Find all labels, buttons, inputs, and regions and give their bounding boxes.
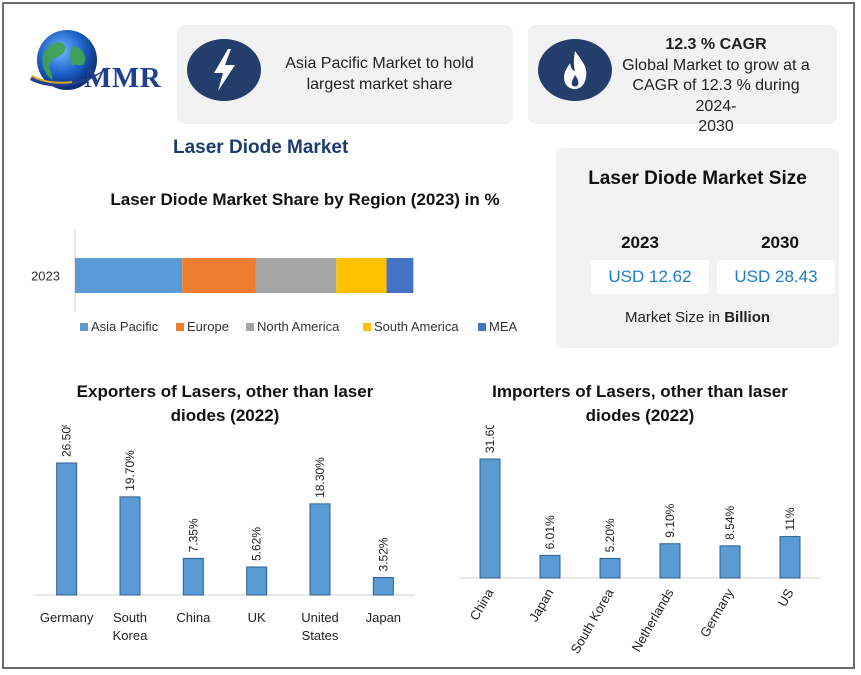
stacked-segment-north-america xyxy=(255,258,337,293)
bar xyxy=(779,536,801,579)
data-label: 26.50% xyxy=(60,425,74,457)
market-size-note: Market Size in Billion xyxy=(556,309,839,326)
category-label: UK xyxy=(248,610,266,625)
card-line: CAGR of 12.3 % during 2024- xyxy=(632,77,800,115)
category-label: Japan xyxy=(526,586,557,624)
category-label: Germany xyxy=(697,586,737,640)
data-label: 19.70% xyxy=(123,450,137,491)
importers-chart-title: Importers of Lasers, other than laser di… xyxy=(445,380,835,428)
market-size-panel: Laser Diode Market Size 2023 2030 USD 12… xyxy=(556,148,839,348)
data-label: 3.52% xyxy=(376,537,390,571)
bar xyxy=(182,557,204,596)
category-label: United States xyxy=(301,610,339,643)
data-label: 9.10% xyxy=(663,503,677,537)
globe-icon xyxy=(30,30,112,90)
bar xyxy=(659,543,681,579)
stacked-segment-south-america xyxy=(336,258,387,293)
data-label: 5.62% xyxy=(250,527,264,561)
card-line: largest market share xyxy=(306,76,453,93)
region-share-chart: 2023 Asia Pacific Europe North America South… xyxy=(31,230,518,334)
importers-title-line: diodes (2022) xyxy=(585,406,695,425)
data-label: 18.30% xyxy=(313,457,327,498)
stacked-segment-asia-pacific xyxy=(75,258,183,293)
market-size-note-prefix: Market Size in xyxy=(624,309,725,326)
category-label: Japan xyxy=(366,610,401,625)
legend-swatch xyxy=(176,323,184,331)
cagr-heading: 12.3 % CAGR xyxy=(665,36,767,53)
cagr-text: 12.3 % CAGR Global Market to grow at a C… xyxy=(610,35,822,138)
data-label: 5.20% xyxy=(603,518,617,552)
card-line: Asia Pacific Market to hold xyxy=(285,55,474,72)
category-label: Netherlands xyxy=(629,586,677,655)
importers-title-line: Importers of Lasers, other than laser xyxy=(492,382,788,401)
year-2023-label: 2023 xyxy=(621,233,659,252)
category-label: 2023 xyxy=(31,269,60,284)
bar xyxy=(246,566,268,596)
asia-pacific-text: Asia Pacific Market to hold largest mark… xyxy=(272,53,487,95)
exporters-title-line: Exporters of Lasers, other than laser xyxy=(76,382,374,401)
brand-logo: MMR xyxy=(22,22,172,112)
importers-chart: 31.60% China 6.01% Japan 5.20% South Korea 9.1… xyxy=(460,425,820,656)
category-label-line: Japan xyxy=(366,610,401,625)
fire-icon xyxy=(538,39,612,101)
legend-swatch xyxy=(80,323,88,331)
legend-label: Europe xyxy=(187,319,229,334)
bar xyxy=(479,458,501,579)
category-label-line: Germany xyxy=(40,610,94,625)
data-label: 31.60% xyxy=(483,425,497,453)
category-label-line: States xyxy=(302,628,339,643)
bar xyxy=(309,503,331,596)
category-label-line: UK xyxy=(248,610,266,625)
bar xyxy=(719,545,741,579)
region-share-chart-title: Laser Diode Market Share by Region (2023… xyxy=(110,190,500,209)
page-title: Laser Diode Market xyxy=(173,137,349,158)
bar xyxy=(56,462,78,596)
market-size-2030-value: USD 28.43 xyxy=(717,260,835,294)
category-label-line: Korea xyxy=(113,628,148,643)
asia-pacific-card: Asia Pacific Market to hold largest mark… xyxy=(177,25,513,124)
card-line: Global Market to grow at a xyxy=(622,56,810,74)
legend-label: South America xyxy=(374,319,459,334)
category-label: China xyxy=(467,585,497,623)
legend-swatch xyxy=(246,323,254,331)
category-label-line: China xyxy=(176,610,211,625)
cagr-card: 12.3 % CAGR Global Market to grow at a C… xyxy=(528,25,837,135)
data-label: 7.35% xyxy=(186,518,200,552)
legend-swatch xyxy=(478,323,486,331)
category-label-line: South xyxy=(113,610,147,625)
lightning-icon xyxy=(187,39,261,101)
legend-label: Asia Pacific xyxy=(91,319,159,334)
data-label: 11% xyxy=(783,507,797,530)
legend-label: North America xyxy=(257,319,340,334)
category-label: South Korea xyxy=(567,585,617,656)
stacked-segment-mea xyxy=(386,258,414,293)
legend-swatch xyxy=(363,323,371,331)
market-size-2023-value: USD 12.62 xyxy=(591,260,709,294)
exporters-title-line: diodes (2022) xyxy=(170,406,280,425)
brand-name: MMR xyxy=(84,62,162,94)
bar xyxy=(372,576,394,596)
bar xyxy=(599,557,621,579)
category-label: South Korea xyxy=(113,610,148,643)
category-label: US xyxy=(775,586,797,609)
category-label: China xyxy=(176,610,211,625)
category-label: Germany xyxy=(40,610,94,625)
legend-label: MEA xyxy=(489,319,518,334)
market-size-title: Laser Diode Market Size xyxy=(588,168,807,189)
market-size-unit: Billion xyxy=(724,309,771,326)
infographic-frame xyxy=(2,2,855,669)
exporters-chart-title: Exporters of Lasers, other than laser di… xyxy=(30,380,420,428)
category-label-line: United xyxy=(301,610,339,625)
data-label: 6.01% xyxy=(543,515,557,549)
bar xyxy=(119,496,141,596)
year-2030-label: 2030 xyxy=(761,233,799,252)
data-label: 8.54% xyxy=(723,505,737,539)
bar xyxy=(539,554,561,579)
exporters-chart: 26.50% Germany 19.70% South Korea 7.35% China 5… xyxy=(35,425,415,643)
card-line: 2030 xyxy=(698,118,734,135)
stacked-segment-europe xyxy=(182,258,256,293)
